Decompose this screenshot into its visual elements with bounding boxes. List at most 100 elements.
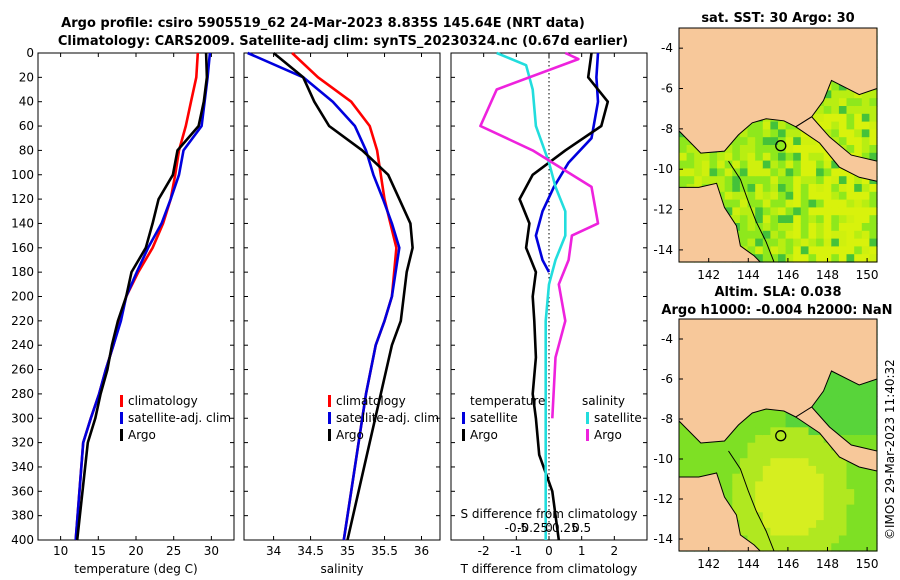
sla_map-cell <box>861 520 870 529</box>
sla_map-cell <box>762 504 771 513</box>
sst_map-cell <box>831 184 840 193</box>
sla_map-cell <box>755 496 764 506</box>
sla_map-cell <box>679 450 688 459</box>
temperature-ytick-label: 280 <box>11 387 34 401</box>
sst_map-cell <box>838 121 848 130</box>
sst_map-cell <box>838 184 848 193</box>
sla_map-cell <box>724 450 733 459</box>
sst_map-cell <box>838 254 848 263</box>
sla_map-cell <box>686 450 695 459</box>
sst_map-cell <box>762 199 771 208</box>
sst_map-cell <box>831 106 840 115</box>
sla_map-cell <box>755 489 764 498</box>
sla_map-cell <box>823 404 832 413</box>
sla_map-cell <box>762 520 771 529</box>
sla_map-cell <box>762 535 771 544</box>
sst_map-cell <box>793 176 802 185</box>
sla_map-cell <box>854 396 863 405</box>
sla_map-cell <box>770 535 779 544</box>
sst_map-land-cape-york <box>678 182 762 263</box>
sst_map-cell <box>762 184 771 193</box>
sst_map-cell <box>785 160 794 169</box>
sla_map-cell <box>770 450 779 459</box>
sst_map-cell <box>869 121 878 130</box>
sla_map-cell <box>701 465 710 475</box>
sst_map-cell <box>778 168 787 177</box>
sst_map-cell <box>785 246 794 255</box>
sla_map-cell <box>808 450 817 459</box>
sst_map-cell <box>846 129 855 138</box>
sla_map-cell <box>846 388 855 397</box>
sst_map-cell <box>739 168 749 177</box>
sst_map-cell <box>747 152 756 162</box>
sst_map-cell <box>785 152 794 162</box>
sla_map-cell <box>778 512 787 521</box>
sla_map-cell <box>800 481 809 490</box>
sst_map-cell <box>854 121 863 130</box>
sla_map-cell <box>747 465 756 475</box>
sst_map-cell <box>808 207 817 216</box>
sst_map-cell <box>778 145 787 154</box>
sla_map-cell <box>854 419 863 428</box>
sst_map-cell <box>816 113 825 123</box>
sla_map-cell <box>854 388 863 397</box>
sst_map-cell <box>861 152 870 162</box>
sst_map-cell <box>808 152 817 162</box>
sla_map-cell <box>831 481 840 490</box>
sst_map-cell <box>846 121 855 130</box>
sla_map-cell <box>770 520 779 529</box>
sst_map-cell <box>785 129 794 138</box>
sla_map-cell <box>816 450 825 459</box>
sst_map-cell <box>686 152 695 162</box>
sla_map-cell <box>778 496 787 506</box>
sst_map-cell <box>869 199 878 208</box>
differences-series-salinity-argo <box>479 51 600 419</box>
sst_map-xtick-label: 144 <box>737 268 760 282</box>
sla_map-cell <box>854 527 863 537</box>
sst_map-cell <box>816 238 825 247</box>
sst_map-cell <box>816 176 825 185</box>
legend-label: Argo <box>594 428 622 442</box>
sst_map-cell <box>732 207 741 216</box>
sst_map-cell <box>854 98 863 107</box>
sla_map-cell <box>831 512 840 521</box>
sla_map-cell <box>823 496 832 506</box>
sst_map-cell <box>724 191 733 201</box>
sst_map-cell <box>831 168 840 177</box>
sla_map-cell <box>724 442 733 451</box>
sla_map-cell <box>816 435 825 444</box>
sla_map-cell <box>823 458 832 467</box>
sla_map-cell <box>770 458 779 467</box>
sla-map-subtitle: Argo h1000: -0.004 h2000: NaN <box>661 303 892 318</box>
sla_map-cell <box>724 435 733 444</box>
sla_map-cell <box>816 404 825 413</box>
sla_map-cell <box>800 442 809 451</box>
temperature-ytick-label: 180 <box>11 265 34 279</box>
sla_map-cell <box>793 427 802 436</box>
sst_map-cell <box>838 215 848 224</box>
sla_map-cell <box>778 442 787 451</box>
sst_map-cell <box>808 199 817 208</box>
sst_map-cell <box>861 238 870 247</box>
sst_map-cell <box>747 176 756 185</box>
sst_map-cell <box>816 152 825 162</box>
sst_map-cell <box>838 113 848 123</box>
sst_map-cell <box>778 152 787 162</box>
sst_map-cell <box>854 145 863 154</box>
sla_map-cell <box>816 396 825 405</box>
differences-xtick-label: -2 <box>478 544 490 558</box>
sla_map-cell <box>778 458 787 467</box>
sst_map-cell <box>739 129 749 138</box>
sst_map-cell <box>762 246 771 255</box>
sla_map-cell <box>793 450 802 459</box>
sst_map-cell <box>709 152 718 162</box>
sla_map-cell <box>838 411 848 421</box>
sst_map-cell <box>838 207 848 216</box>
sla_map-cell <box>800 489 809 498</box>
sst_map-cell <box>739 238 749 247</box>
temperature-ytick-label: 80 <box>19 143 34 157</box>
sst_map-cell <box>816 254 825 263</box>
sla_map-cell <box>747 520 756 529</box>
sst_map-cell <box>770 207 779 216</box>
sst_map-cell <box>739 137 749 146</box>
